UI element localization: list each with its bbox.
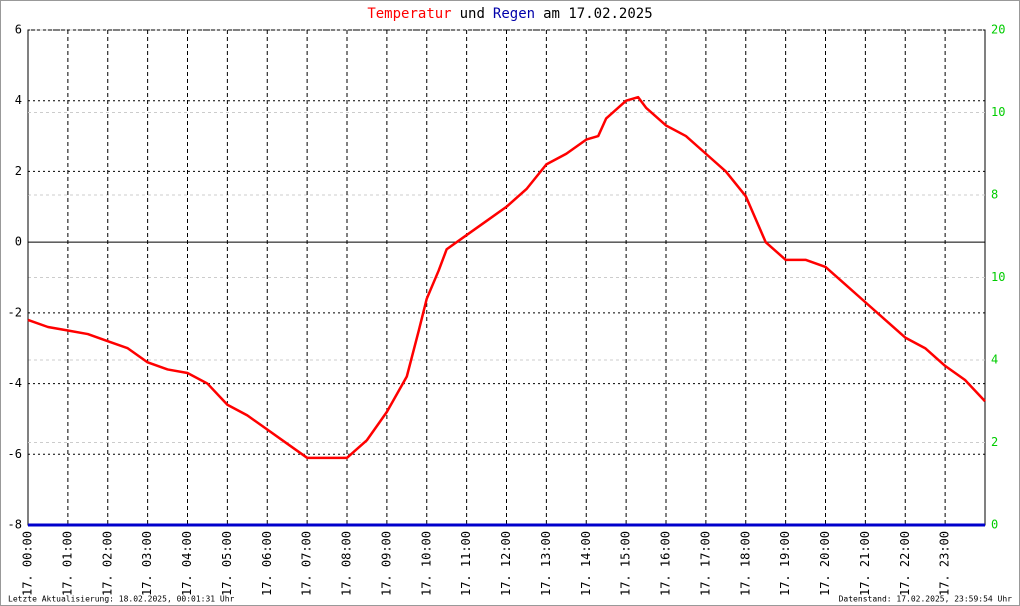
footer-left: Letzte Aktualisierung: 18.02.2025, 00:01… xyxy=(8,595,235,604)
y2-tick-label: 4 xyxy=(991,353,998,367)
x-tick-label: 17. 06:00 xyxy=(260,531,274,596)
x-tick-label: 17. 22:00 xyxy=(898,531,912,596)
x-tick-label: 17. 21:00 xyxy=(858,531,872,596)
x-tick-label: 17. 19:00 xyxy=(778,531,792,596)
y2-tick-label: 0 xyxy=(991,518,998,532)
x-tick-label: 17. 00:00 xyxy=(21,531,35,596)
y-tick-label: 6 xyxy=(15,23,22,37)
x-tick-label: 17. 17:00 xyxy=(698,531,712,596)
y-tick-label: 4 xyxy=(15,93,22,107)
x-tick-label: 17. 15:00 xyxy=(619,531,633,596)
title-und: und xyxy=(460,6,485,22)
y-tick-label: 0 xyxy=(15,235,22,249)
x-tick-label: 17. 03:00 xyxy=(140,531,154,596)
x-tick-label: 17. 07:00 xyxy=(300,531,314,596)
y2-tick-label: 2 xyxy=(991,435,998,449)
footer-right: Datenstand: 17.02.2025, 23:59:54 Uhr xyxy=(839,595,1013,604)
chart-title: Temperatur und Regen am 17.02.2025 xyxy=(367,6,652,22)
title-date: am 17.02.2025 xyxy=(543,6,653,22)
y-tick-label: -8 xyxy=(8,518,22,532)
x-tick-label: 17. 11:00 xyxy=(459,531,473,596)
x-tick-label: 17. 02:00 xyxy=(100,531,114,596)
x-tick-label: 17. 05:00 xyxy=(220,531,234,596)
x-tick-label: 17. 09:00 xyxy=(379,531,393,596)
y2-tick-label: 20 xyxy=(991,23,1005,37)
y-tick-label: -2 xyxy=(8,305,22,319)
y-tick-label: 2 xyxy=(15,164,22,178)
x-tick-label: 17. 23:00 xyxy=(938,531,952,596)
series-line xyxy=(27,95,986,460)
x-tick-label: 17. 20:00 xyxy=(818,531,832,596)
x-tick-label: 17. 10:00 xyxy=(419,531,433,596)
y-tick-label: -6 xyxy=(8,447,22,461)
x-tick-label: 17. 13:00 xyxy=(539,531,553,596)
y2-tick-label: 10 xyxy=(991,270,1005,284)
x-tick-label: 17. 01:00 xyxy=(60,531,74,596)
x-tick-label: 17. 04:00 xyxy=(180,531,194,596)
title-temperatur: Temperatur xyxy=(367,6,451,22)
title-regen: Regen xyxy=(493,6,535,22)
x-tick-label: 17. 12:00 xyxy=(499,531,513,596)
x-tick-label: 17. 18:00 xyxy=(738,531,752,596)
x-tick-label: 17. 14:00 xyxy=(579,531,593,596)
y2-tick-label: 8 xyxy=(991,188,998,202)
y2-tick-label: 10 xyxy=(991,105,1005,119)
x-tick-label: 17. 16:00 xyxy=(659,531,673,596)
y-tick-label: -4 xyxy=(8,376,22,390)
x-tick-label: 17. 08:00 xyxy=(340,531,354,596)
